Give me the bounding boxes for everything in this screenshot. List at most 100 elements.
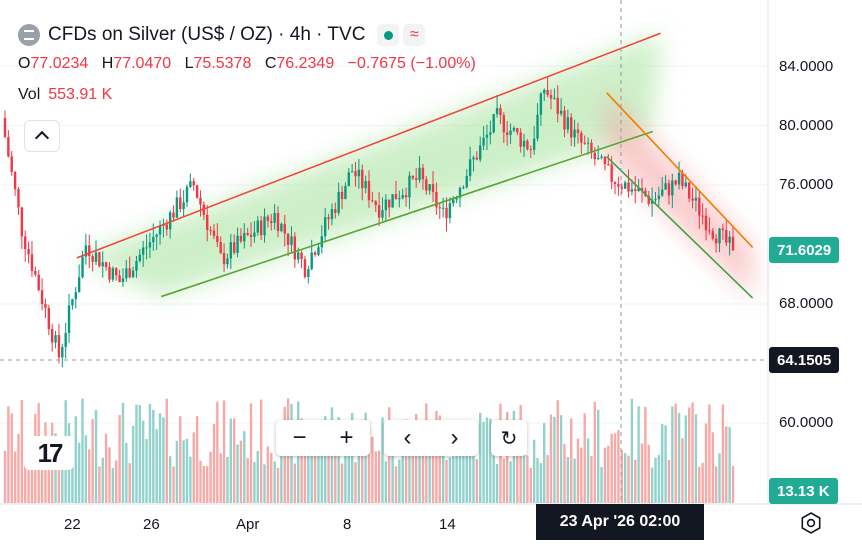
candle-body [637, 188, 640, 192]
volume-bar [539, 463, 543, 503]
symbol-header[interactable]: CFDs on Silver (US$ / OZ) · 4h · TVC ≈ [18, 22, 426, 48]
volume-bar [195, 416, 199, 503]
zoom-out-button[interactable]: − [292, 424, 307, 451]
volume-bar [141, 420, 145, 503]
candle-body [623, 182, 627, 189]
candle-body [630, 189, 634, 192]
candle-body [475, 157, 479, 160]
volume-bar [566, 457, 570, 503]
time-tick-22: 22 [64, 516, 81, 533]
close-value: 76.2349 [276, 55, 335, 72]
candle-body [152, 236, 155, 243]
volume-bar [462, 426, 465, 503]
volume-bar [681, 438, 684, 503]
candle-body [118, 275, 121, 283]
volume-bar [620, 450, 623, 503]
candle-body [452, 199, 455, 204]
market-status-icon[interactable] [377, 24, 400, 46]
candle-body [391, 194, 394, 208]
reset-chart-button[interactable]: ↻ [500, 427, 518, 450]
volume-bar [704, 423, 708, 503]
candle-body [71, 299, 74, 306]
volume-bar [293, 463, 297, 503]
candle-body [357, 169, 361, 177]
candle-body [620, 186, 623, 189]
candle-body [44, 304, 47, 308]
volume-bar [590, 455, 593, 503]
collapse-legend-button[interactable] [24, 120, 60, 152]
scroll-right-button[interactable]: › [450, 424, 459, 451]
volume-bar [232, 418, 236, 503]
candle-body [428, 184, 431, 191]
volume-bar [502, 458, 506, 503]
scroll-left-button[interactable]: ‹ [403, 424, 412, 451]
candle-body [327, 217, 330, 220]
candle-body [108, 266, 111, 280]
volume-bar [559, 415, 563, 503]
volume-bar [714, 466, 718, 503]
candle-body [576, 129, 580, 133]
candle-body [441, 207, 445, 209]
candle-body [229, 242, 233, 259]
volume-bar [586, 438, 590, 503]
volume-bar [617, 429, 620, 503]
volume-bar [563, 444, 566, 503]
volume-bar [347, 433, 350, 503]
candle-body [280, 223, 283, 231]
volume-bar [219, 453, 222, 503]
candle-body [687, 182, 691, 199]
crosshair-price-tag: 64.1505 [769, 347, 840, 373]
chevron-up-icon [34, 130, 50, 146]
candle-body [17, 189, 20, 208]
candle-body [613, 181, 617, 185]
candle-body [206, 214, 209, 230]
candle-body [728, 236, 731, 243]
volume-bar [526, 455, 529, 503]
zoom-in-button[interactable]: + [339, 424, 354, 451]
candle-body [425, 179, 428, 191]
candle-body [661, 189, 664, 196]
settings-gear-icon[interactable] [800, 512, 822, 534]
volume-bar [61, 458, 64, 503]
volume-bar [549, 414, 553, 503]
candle-body [195, 185, 199, 198]
candle-body [448, 203, 452, 219]
candle-body [563, 110, 566, 130]
close-label: C [264, 55, 277, 72]
volume-bar [428, 445, 431, 503]
volume-bar [229, 418, 233, 503]
candle-body [236, 235, 239, 253]
tradingview-logo[interactable]: 17 [24, 436, 74, 470]
candle-body [627, 182, 630, 192]
trendlines[interactable] [76, 32, 754, 299]
volume-bar [280, 446, 283, 503]
volume-bar [441, 426, 445, 503]
volume-bar [377, 450, 381, 503]
volume-bar [47, 461, 51, 503]
volume-bar [121, 402, 125, 503]
volume-bar [657, 454, 661, 503]
volume-bar [273, 461, 276, 503]
candle-body [317, 247, 320, 255]
volume-bar [185, 438, 189, 503]
volume-bar [516, 424, 519, 503]
volume-bar [131, 425, 135, 503]
volume-bar [654, 457, 657, 503]
candle-body [398, 198, 401, 200]
candle-body [570, 117, 573, 138]
candle-body [367, 181, 371, 201]
candle-body [556, 97, 559, 114]
candle-body [239, 235, 243, 242]
volume-bar [77, 442, 81, 503]
candle-body [50, 329, 54, 343]
candle-body [404, 195, 408, 198]
candle-body [684, 182, 688, 187]
volume-bar [111, 467, 115, 503]
candle-body [101, 262, 104, 267]
volume-bar [404, 419, 408, 503]
data-wave-icon[interactable]: ≈ [403, 24, 426, 46]
candle-body [388, 199, 391, 208]
candle-body [505, 132, 509, 135]
candle-body [711, 231, 714, 239]
